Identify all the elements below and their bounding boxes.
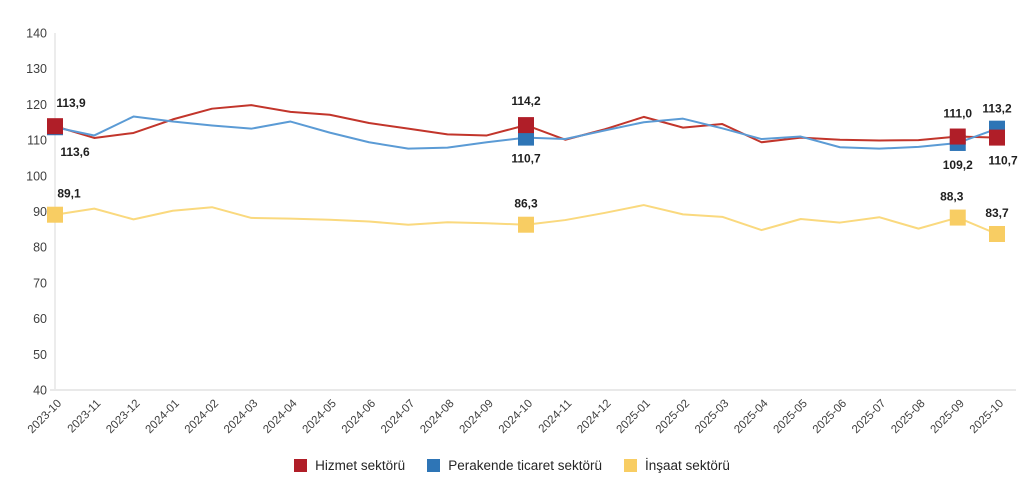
data-label-perakende: 113,2 [982,102,1012,116]
data-label-hizmet: 110,7 [988,154,1018,168]
data-marker-hizmet [949,128,966,145]
x-axis-tick-label: 2024-11 [537,398,575,436]
data-label-hizmet: 111,0 [943,107,972,121]
y-axis-tick-label: 60 [33,312,47,326]
legend-item-hizmet: Hizmet sektörü [294,458,405,473]
data-marker-perakende [518,129,534,146]
x-axis-tick-label: 2025-10 [968,398,1006,436]
x-axis-tick-label: 2023-11 [66,398,104,436]
y-axis-tick-label: 110 [27,134,47,148]
y-axis-tick-label: 40 [33,384,47,398]
x-axis-tick-label: 2024-07 [379,398,417,436]
x-axis-tick-label: 2025-03 [693,398,731,436]
data-marker-hizmet [47,118,63,135]
x-axis-tick-label: 2024-01 [144,398,182,436]
x-axis-tick-label: 2024-10 [497,398,535,436]
x-axis-tick-label: 2025-09 [929,398,967,436]
data-label-perakende: 110,7 [511,152,541,166]
legend-label-hizmet: Hizmet sektörü [315,458,406,473]
y-axis-tick-label: 70 [33,276,47,290]
x-axis-tick-label: 2024-02 [183,398,221,436]
x-axis-tick-label: 2025-01 [615,398,653,436]
y-axis-tick-label: 140 [26,27,47,41]
data-label-perakende: 109,2 [943,158,973,172]
y-axis-tick-label: 80 [33,241,47,255]
legend-item-perakende: Perakende ticaret sektörü [427,458,602,473]
legend-swatch-insaat [624,459,638,472]
x-axis-tick-label: 2025-08 [889,398,927,436]
data-label-hizmet: 114,2 [511,94,541,108]
y-axis-tick-label: 120 [26,98,47,112]
data-label-hizmet: 113,9 [56,96,86,110]
data-marker-hizmet [989,129,1005,146]
x-axis-tick-label: 2025-04 [732,397,771,436]
y-axis-tick-label: 100 [26,169,47,183]
data-marker-insaat [989,225,1005,242]
y-axis-tick-label: 90 [33,205,47,219]
data-label-insaat: 83,7 [985,206,1009,220]
x-axis-tick-label: 2025-07 [850,398,888,436]
legend-label-insaat: İnşaat sektörü [645,458,730,473]
data-marker-insaat [949,209,966,226]
data-marker-hizmet [518,117,534,134]
chart-legend: Hizmet sektörü Perakende ticaret sektörü… [0,458,1024,473]
x-axis-tick-label: 2025-06 [811,398,849,436]
legend-swatch-perakende [427,459,441,472]
x-axis-tick-label: 2025-02 [654,398,692,436]
legend-item-insaat: İnşaat sektörü [624,458,730,473]
x-axis-tick-label: 2024-05 [301,398,339,436]
x-axis-tick-label: 2025-05 [772,398,810,436]
data-label-insaat: 89,1 [57,187,81,201]
y-axis-tick-label: 130 [26,62,47,76]
data-marker-insaat [518,216,534,233]
data-marker-insaat [47,206,63,223]
x-axis-tick-label: 2024-08 [418,398,456,436]
data-label-perakende: 113,6 [60,145,90,159]
data-label-insaat: 88,3 [940,190,964,204]
y-axis-tick-label: 50 [33,348,47,362]
x-axis-tick-label: 2023-12 [104,398,142,436]
x-axis-tick-label: 2024-09 [458,398,496,436]
x-axis-tick-label: 2024-03 [222,398,260,436]
data-label-insaat: 86,3 [514,197,538,211]
legend-swatch-hizmet [294,459,308,472]
x-axis-tick-label: 2023-10 [26,398,64,436]
x-axis-tick-label: 2024-06 [340,398,378,436]
legend-label-perakende: Perakende ticaret sektörü [448,458,603,473]
x-axis-tick-label: 2024-12 [575,398,613,436]
x-axis-tick-label: 2024-04 [261,397,300,436]
